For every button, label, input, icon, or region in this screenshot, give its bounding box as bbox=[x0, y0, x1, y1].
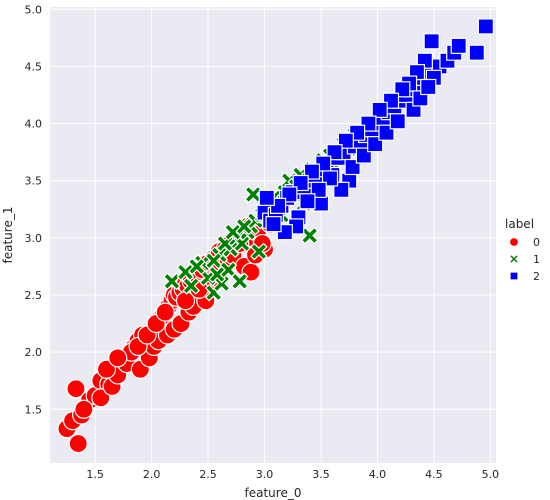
x-tick-label: 3.0 bbox=[256, 468, 274, 481]
legend-marker bbox=[508, 236, 520, 248]
series-2 bbox=[256, 18, 494, 241]
y-tick-label: 4.0 bbox=[25, 118, 43, 131]
y-tick-label: 5.0 bbox=[25, 3, 43, 16]
legend: label 0 1 2 bbox=[505, 217, 540, 283]
x-tick-label: 2.0 bbox=[143, 468, 161, 481]
scatter-point bbox=[230, 272, 249, 291]
y-axis-label: feature_1 bbox=[1, 207, 15, 264]
legend-label: 1 bbox=[533, 253, 540, 266]
scatter-point bbox=[258, 189, 275, 206]
y-tick-label: 3.0 bbox=[25, 232, 43, 245]
scatter-point bbox=[300, 226, 319, 245]
scatter-point bbox=[91, 388, 111, 408]
legend-label: 2 bbox=[533, 270, 540, 283]
y-tick-label: 2.0 bbox=[25, 346, 43, 359]
legend-title: label bbox=[505, 217, 534, 231]
legend-marker bbox=[508, 253, 520, 265]
scatter-point bbox=[420, 78, 437, 96]
scatter-point bbox=[74, 399, 94, 419]
y-tick-label: 1.5 bbox=[25, 403, 43, 416]
scatter-point bbox=[224, 223, 242, 241]
scatter-point bbox=[389, 113, 406, 130]
y-tick-label: 4.5 bbox=[25, 60, 43, 73]
scatter-point bbox=[423, 33, 440, 50]
scatter-point bbox=[155, 302, 175, 322]
scatter-point bbox=[108, 348, 128, 368]
scatter-point bbox=[235, 217, 254, 236]
legend-label: 0 bbox=[533, 236, 540, 249]
scatter-point bbox=[299, 193, 316, 210]
scatter-point bbox=[450, 37, 467, 54]
scatter-point bbox=[250, 242, 268, 261]
scatter-point bbox=[163, 272, 181, 291]
x-tick-label: 5.0 bbox=[482, 468, 500, 481]
scatter-point bbox=[477, 18, 494, 35]
scatter-point bbox=[265, 216, 282, 233]
scatter-point bbox=[66, 379, 86, 399]
scatter-points bbox=[57, 18, 494, 454]
scatter-point bbox=[176, 263, 195, 281]
x-tick-label: 4.0 bbox=[369, 468, 387, 481]
x-axis-label: feature_0 bbox=[245, 486, 302, 500]
x-tick-label: 4.5 bbox=[425, 468, 443, 481]
tick-labels: 1.5 2.0 2.5 3.0 3.5 4.0 4.5 5.0 1.5 2.0 2.5 3.0 3.5 4… bbox=[25, 3, 500, 481]
grid-lines bbox=[50, 7, 496, 463]
y-tick-label: 3.5 bbox=[25, 175, 43, 188]
scatter-point bbox=[468, 44, 485, 61]
y-tick-label: 2.5 bbox=[25, 289, 43, 302]
scatter-point bbox=[312, 195, 330, 212]
scatter-point bbox=[371, 101, 388, 118]
x-tick-label: 1.5 bbox=[86, 468, 104, 481]
scatter-point bbox=[96, 359, 117, 379]
scatter-point bbox=[208, 265, 226, 284]
scatter-point bbox=[187, 257, 206, 276]
x-tick-label: 2.5 bbox=[199, 468, 217, 481]
scatter-point bbox=[182, 277, 200, 295]
scatter-point bbox=[68, 433, 88, 454]
legend-marker bbox=[509, 271, 519, 281]
x-tick-label: 3.5 bbox=[312, 468, 330, 481]
